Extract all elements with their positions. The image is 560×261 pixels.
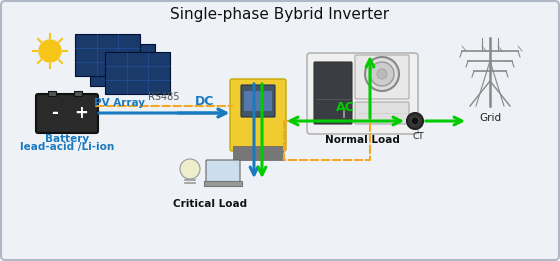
Text: Single-phase Bybrid Inverter: Single-phase Bybrid Inverter xyxy=(170,8,390,22)
Circle shape xyxy=(407,113,423,129)
Text: AC: AC xyxy=(335,101,354,114)
FancyBboxPatch shape xyxy=(48,91,56,96)
Text: -: - xyxy=(52,104,58,122)
FancyBboxPatch shape xyxy=(105,52,170,94)
Text: lead-acid /Li-ion: lead-acid /Li-ion xyxy=(20,142,114,152)
Text: Normal Load: Normal Load xyxy=(325,135,400,145)
FancyBboxPatch shape xyxy=(307,53,418,134)
FancyBboxPatch shape xyxy=(90,44,155,86)
FancyBboxPatch shape xyxy=(355,102,409,124)
Text: RS485: RS485 xyxy=(148,92,180,102)
Text: DC: DC xyxy=(195,95,214,108)
FancyBboxPatch shape xyxy=(355,55,409,99)
FancyBboxPatch shape xyxy=(314,62,352,124)
Circle shape xyxy=(411,117,419,125)
Text: +: + xyxy=(74,104,88,122)
FancyBboxPatch shape xyxy=(74,91,82,96)
Circle shape xyxy=(180,159,200,179)
FancyBboxPatch shape xyxy=(204,181,242,186)
FancyBboxPatch shape xyxy=(230,79,286,151)
Text: Critical Load: Critical Load xyxy=(173,199,247,209)
Circle shape xyxy=(370,62,394,86)
Text: Battery: Battery xyxy=(45,134,89,144)
Text: PV Array: PV Array xyxy=(95,98,146,108)
Circle shape xyxy=(365,57,399,91)
FancyBboxPatch shape xyxy=(244,91,272,111)
FancyBboxPatch shape xyxy=(36,94,98,133)
FancyBboxPatch shape xyxy=(206,160,240,184)
Text: Grid: Grid xyxy=(479,113,501,123)
FancyBboxPatch shape xyxy=(241,85,275,117)
Text: CT: CT xyxy=(412,132,424,141)
Circle shape xyxy=(377,69,387,79)
FancyBboxPatch shape xyxy=(75,34,140,76)
FancyBboxPatch shape xyxy=(233,146,283,160)
Circle shape xyxy=(39,40,61,62)
